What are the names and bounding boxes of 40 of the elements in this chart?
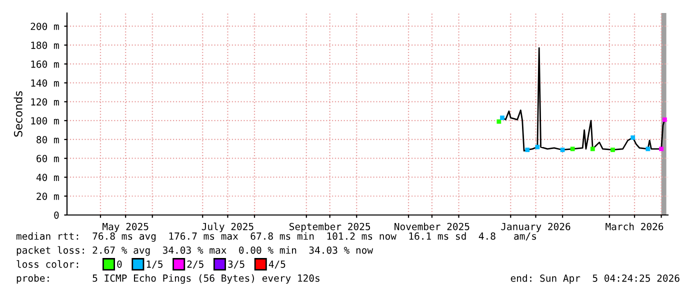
text: median rtt: 76.8 ms avg 176.7 ms max 67.8 ms min 101.2 ms now 16.1 ms sd 4.8 am/s xyxy=(16,232,536,242)
point xyxy=(659,146,664,152)
y-tick-label: 0 xyxy=(54,212,59,219)
text: end: Sun Apr 5 04:24:25 2026 xyxy=(510,274,680,284)
y-tick-label: 60 m xyxy=(36,154,59,162)
text: packet loss: 2.67 % avg 34.03 % max 0.00 % min 34.03 % now xyxy=(16,246,374,256)
point xyxy=(525,148,530,152)
y-tick-label: 100 m xyxy=(31,117,59,124)
point xyxy=(570,146,575,152)
text: probe: 5 ICMP Echo Pings (56 Bytes) every 120s xyxy=(16,274,320,284)
x-tick-label: July 2025 xyxy=(202,222,254,232)
point xyxy=(535,144,540,150)
x-tick-label: November 2025 xyxy=(394,222,470,230)
point xyxy=(560,148,565,152)
point xyxy=(646,146,650,152)
point xyxy=(500,116,504,120)
legend-label: 3/5 xyxy=(228,260,244,269)
y-tick-label: 120 m xyxy=(31,98,59,106)
legend-title: loss color: xyxy=(16,260,78,268)
y-tick-label: 200 m xyxy=(30,22,59,30)
x-tick-label: May 2025 xyxy=(102,222,148,232)
x-tick-label: September 2025 xyxy=(290,222,370,232)
y-tick-label: 160 m xyxy=(31,60,59,68)
y-tick-label: 20 m xyxy=(36,192,59,200)
legend-label: 4/5 xyxy=(268,260,286,269)
legend-label: 1/5 xyxy=(146,260,162,269)
y-tick-label: 80 m xyxy=(36,136,59,144)
y-tick-label: 180 m xyxy=(31,42,59,49)
point xyxy=(630,135,636,140)
x-tick-label: March 2026 xyxy=(606,222,664,230)
y-tick-label: 140 m xyxy=(31,79,59,87)
point xyxy=(610,148,615,152)
y-tick-label: 40 m xyxy=(36,174,59,182)
legend-label: 2/5 xyxy=(187,260,204,269)
y-axis-title: Seconds xyxy=(14,91,22,137)
legend-label: 0 xyxy=(117,260,122,268)
x-tick-label: January 2026 xyxy=(501,222,570,232)
point xyxy=(590,146,595,152)
point xyxy=(662,117,667,122)
point xyxy=(496,119,502,124)
